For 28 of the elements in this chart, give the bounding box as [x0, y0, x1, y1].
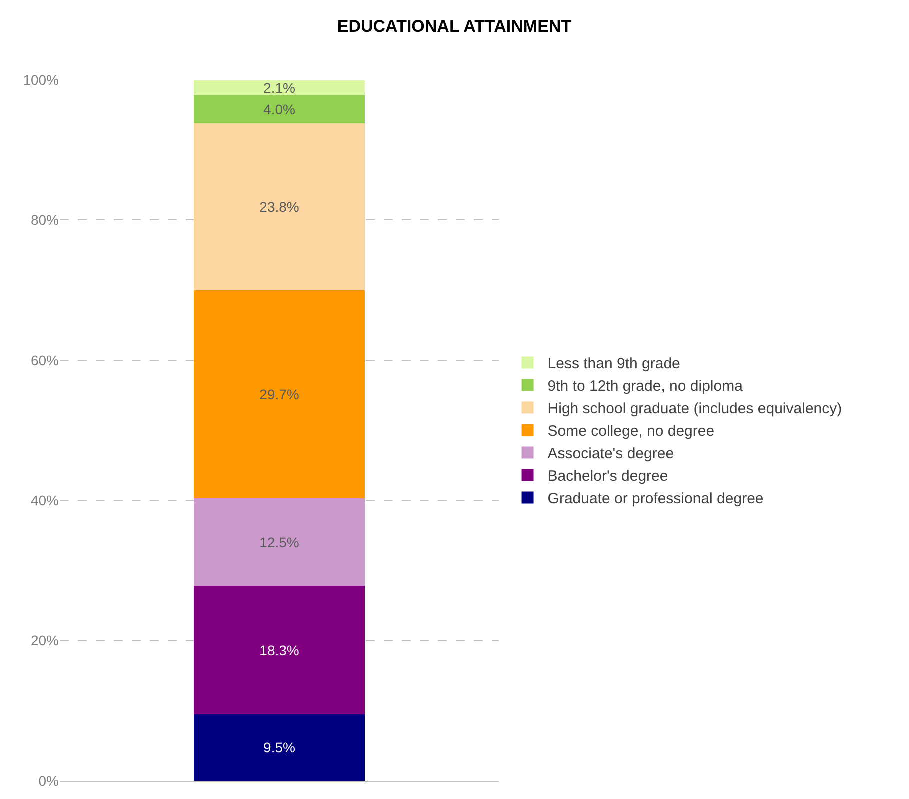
- bar: [194, 586, 366, 714]
- bar: [194, 714, 366, 781]
- legend-label: 9th to 12th grade, no diploma: [548, 378, 744, 396]
- bar: [194, 123, 366, 290]
- bar: [194, 95, 366, 124]
- data-label: 23.8%: [260, 198, 300, 215]
- legend-label: Associate's degree: [548, 446, 674, 463]
- data-label: 18.3%: [260, 642, 300, 658]
- y-tick-label: 40%: [30, 492, 59, 508]
- y-tick-label: 60%: [30, 352, 59, 368]
- bar: [194, 498, 366, 586]
- data-label: 9.5%: [264, 740, 296, 756]
- legend-label: High school graduate (includes equivalency): [548, 400, 842, 418]
- y-tick-label: 20%: [30, 632, 59, 649]
- legend-label: Bachelor's degree: [548, 468, 668, 486]
- y-tick-label: 0%: [38, 772, 59, 789]
- legend-label: Less than 9th grade: [548, 356, 680, 373]
- legend-label: Graduate or professional degree: [548, 490, 764, 508]
- bar: [194, 80, 366, 96]
- data-label: 12.5%: [260, 534, 300, 550]
- data-label: 29.7%: [260, 386, 300, 402]
- y-tick-label: 100%: [23, 72, 59, 88]
- data-label: 2.1%: [264, 80, 296, 96]
- data-label: 4.0%: [264, 101, 296, 118]
- chart-title: EDUCATIONAL ATTAINMENT: [337, 16, 572, 36]
- y-tick-label: 80%: [30, 212, 59, 228]
- bar: [194, 290, 366, 498]
- legend-label: Some college, no degree: [548, 423, 715, 440]
